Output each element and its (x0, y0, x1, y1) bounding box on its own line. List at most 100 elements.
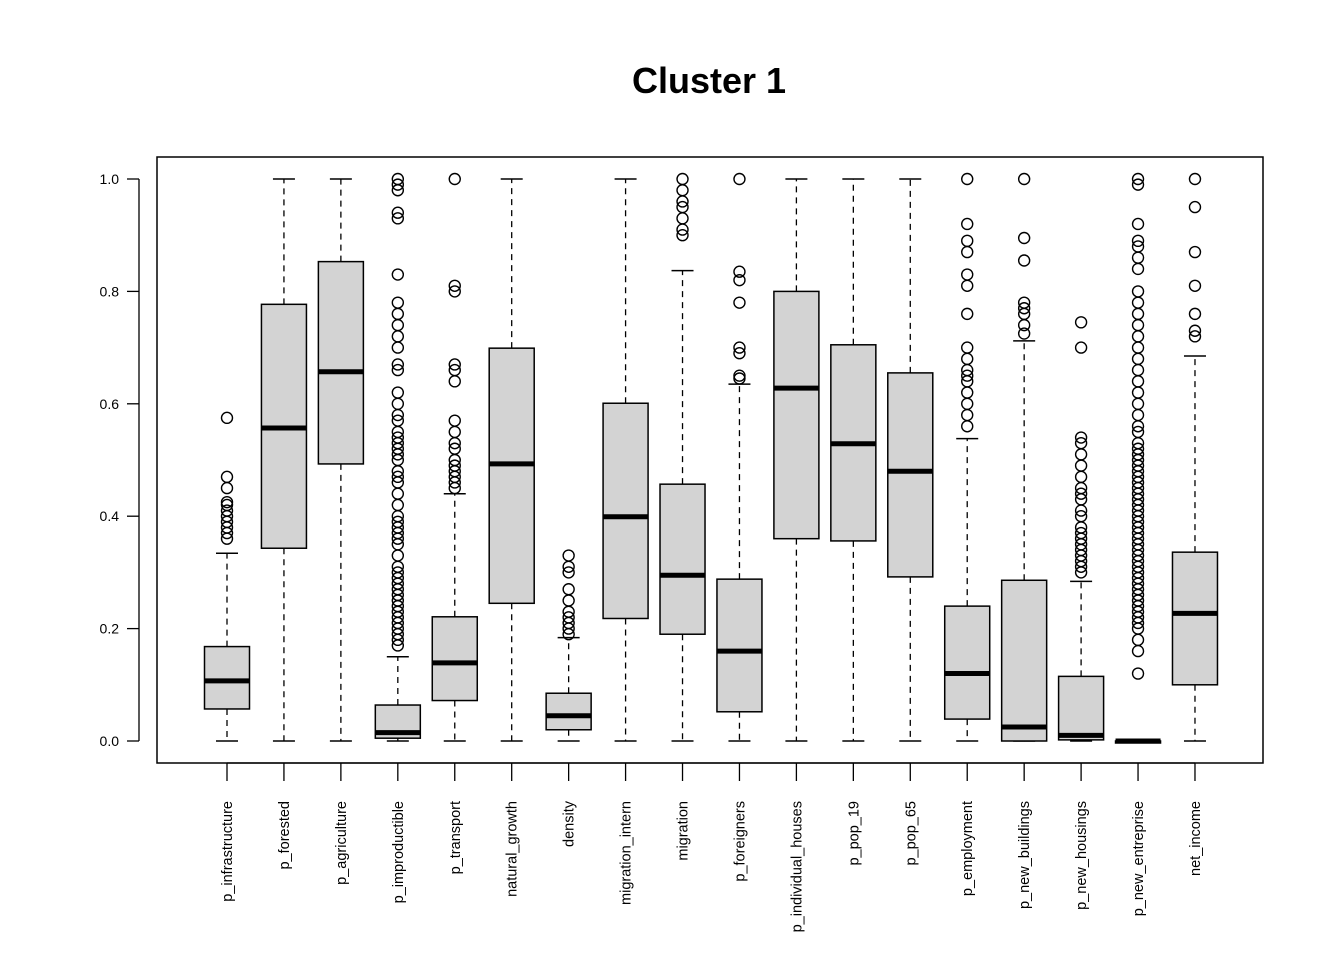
outlier-point (448, 459, 461, 472)
outlier-point (1131, 240, 1145, 253)
outlier-point (391, 178, 405, 191)
outlier-point (1074, 459, 1088, 472)
outlier-point (448, 363, 461, 377)
outlier-point (1131, 397, 1145, 410)
outlier-point (1131, 172, 1145, 186)
outlier-point (1131, 307, 1145, 321)
outlier-point (448, 279, 461, 292)
box-p_forested (260, 178, 308, 742)
outlier-point (1131, 178, 1145, 191)
box-p_individual_houses (773, 178, 820, 742)
outlier-point (391, 397, 405, 410)
x-tick-label: p_foreigners (732, 801, 748, 882)
outlier-point (733, 273, 746, 287)
box-iqr (659, 483, 706, 635)
outlier-point (961, 420, 974, 433)
outlier-point (1131, 408, 1145, 422)
outlier-point (961, 397, 974, 410)
outlier-point (391, 386, 405, 399)
outlier-point (1074, 510, 1088, 523)
outlier-point (391, 431, 405, 444)
box-p_new_entreprise (1114, 172, 1162, 744)
outlier-point (961, 352, 974, 366)
x-tick-label: density (562, 800, 578, 847)
outlier-point (391, 566, 405, 579)
y-tick-label: 0.8 (100, 283, 120, 299)
outlier-point (961, 217, 974, 231)
box-iqr (317, 260, 365, 465)
outlier-point (391, 330, 405, 343)
outlier-point (562, 549, 575, 562)
outlier-point (1131, 644, 1145, 658)
outlier-point (1074, 431, 1088, 444)
outlier-point (1131, 386, 1145, 399)
x-tick-label: p_pop_65 (903, 801, 919, 866)
outlier-point (961, 268, 974, 281)
outlier-point (733, 347, 746, 360)
outlier-point (961, 307, 974, 321)
box-iqr (943, 605, 991, 720)
outlier-point (448, 414, 461, 427)
box-iqr (716, 578, 763, 713)
box-natural_growth (488, 178, 535, 742)
outlier-point (1017, 172, 1031, 186)
outlier-point (676, 184, 689, 197)
box-iqr (773, 290, 820, 540)
box-p_improductible (374, 172, 422, 742)
x-tick-label: p_transport (448, 801, 464, 874)
box-iqr (203, 645, 251, 710)
outlier-point (448, 442, 461, 455)
outlier-point (1188, 330, 1202, 343)
outlier-point (1131, 442, 1145, 455)
outlier-point (1131, 318, 1145, 332)
outlier-point (1074, 316, 1088, 329)
x-tick-label: p_new_housings (1074, 801, 1090, 910)
outlier-point (733, 265, 746, 278)
outlier-point (961, 408, 974, 422)
box-iqr (1171, 551, 1219, 686)
outlier-point (448, 375, 461, 388)
outlier-point (1188, 200, 1202, 214)
outlier-point (1188, 172, 1202, 186)
box-p_new_housings (1057, 316, 1105, 742)
outlier-point (1188, 245, 1202, 259)
outlier-point (391, 414, 405, 427)
outlier-point (1074, 448, 1088, 461)
box-p_agriculture (317, 178, 365, 742)
outlier-point (1131, 262, 1145, 276)
box-p_infrastructure (203, 411, 251, 742)
box-iqr (488, 347, 535, 605)
outlier-point (391, 212, 405, 225)
outlier-point (391, 307, 405, 321)
box-p_transport (431, 172, 479, 742)
outlier-point (562, 611, 575, 624)
outlier-point (1017, 296, 1031, 309)
outlier-point (1017, 231, 1031, 245)
outlier-point (391, 318, 405, 332)
outlier-point (676, 200, 689, 214)
outlier-point (1131, 363, 1145, 377)
outlier-point (220, 504, 234, 517)
y-tick-label: 0.4 (100, 508, 120, 524)
outlier-point (391, 470, 405, 484)
outlier-point (562, 583, 575, 596)
outlier-point (391, 172, 405, 186)
outlier-point (733, 296, 746, 309)
outlier-point (1074, 487, 1088, 500)
x-tick-label: migration (676, 801, 692, 861)
boxes-group (203, 172, 1219, 744)
outlier-point (1131, 251, 1145, 264)
box-iqr (545, 692, 592, 731)
x-tick-label: p_pop_19 (846, 801, 862, 866)
box-p_employment (943, 172, 991, 742)
outlier-point (391, 515, 405, 529)
outlier-point (1074, 436, 1088, 450)
box-iqr (887, 372, 934, 578)
y-tick-label: 0.0 (100, 733, 120, 749)
x-tick-label: p_forested (277, 801, 293, 870)
outlier-point (1074, 341, 1088, 354)
outlier-point (562, 566, 575, 579)
x-tick-label: migration_intern (619, 801, 635, 905)
outlier-point (1131, 425, 1145, 439)
x-tick-label: p_new_buildings (1017, 801, 1033, 909)
